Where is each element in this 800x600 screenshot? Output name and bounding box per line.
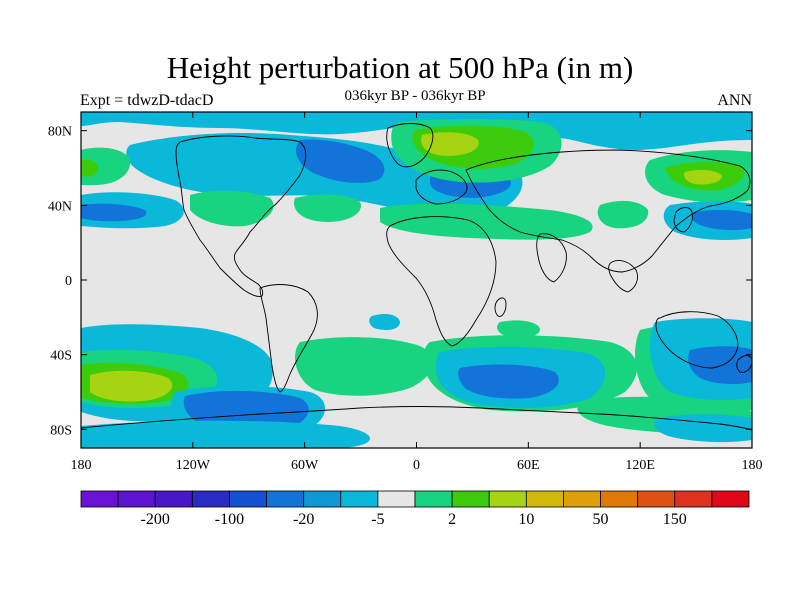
colorbar-swatch xyxy=(266,490,305,508)
colorbar-label: -5 xyxy=(371,511,384,528)
contour-region xyxy=(497,320,540,338)
contour-region xyxy=(81,420,370,448)
lat-tick-label: 0 xyxy=(65,274,72,289)
australia-coastline xyxy=(655,311,739,369)
japan-coastline xyxy=(673,207,693,233)
colorbar-label: -200 xyxy=(141,511,170,528)
contour-region xyxy=(684,169,722,185)
contour-region xyxy=(597,200,649,229)
contour-region xyxy=(296,139,385,183)
colorbar-swatch xyxy=(711,490,750,508)
lat-tick-label: 40S xyxy=(50,349,72,364)
contour-region xyxy=(380,203,593,240)
colorbar-swatch xyxy=(154,490,193,508)
colorbar-swatch xyxy=(451,490,490,508)
madagascar-coastline xyxy=(494,297,507,317)
lon-tick-label: 180 xyxy=(742,458,763,473)
map-plot-area xyxy=(81,112,752,448)
experiment-label: Expt = tdwzD-tdacD xyxy=(80,92,214,109)
colorbar-swatch xyxy=(191,490,230,508)
colorbar-swatch xyxy=(414,490,453,508)
colorbar-swatch xyxy=(340,490,379,508)
antarctica-coastline xyxy=(81,406,752,431)
contour-region xyxy=(688,346,752,385)
lat-tick-label: 40N xyxy=(48,199,72,214)
contour-region xyxy=(691,209,752,231)
latitude-labels: 80N 40N 0 40S 80S xyxy=(48,125,72,439)
north-america-coastline xyxy=(175,135,307,297)
lon-tick-label: 0 xyxy=(413,458,420,473)
colorbar-swatch xyxy=(674,490,713,508)
colorbar-swatch xyxy=(303,490,342,508)
lon-tick-label: 120W xyxy=(176,458,211,473)
contour-region xyxy=(421,132,479,156)
colorbar-swatch xyxy=(488,490,527,508)
colorbar-label: -100 xyxy=(215,511,244,528)
axis-ticks xyxy=(80,112,753,448)
greenland-coastline xyxy=(386,123,434,168)
contour-region xyxy=(81,112,752,150)
colorbar-labels: -200 -100 -20 -5 2 10 50 150 xyxy=(141,511,687,528)
colorbar-label: 50 xyxy=(593,511,609,528)
contour-region xyxy=(81,147,131,185)
contour-region xyxy=(457,364,559,399)
longitude-labels: 180 120W 60W 0 60E 120E 180 xyxy=(71,458,763,473)
contour-region xyxy=(653,414,752,443)
plot-subtitle: 036kyr BP - 036kyr BP xyxy=(344,88,486,104)
contour-region xyxy=(81,203,147,222)
colorbar-swatch xyxy=(600,490,639,508)
colorbar-swatch xyxy=(80,490,119,508)
colorbar-swatch xyxy=(637,490,676,508)
colorbar-swatch xyxy=(563,490,601,508)
colorbar-swatch xyxy=(525,490,564,508)
colorbar-swatch xyxy=(117,490,156,508)
contour-region xyxy=(90,370,173,402)
season-label: ANN xyxy=(717,92,752,109)
colorbar-label: -20 xyxy=(293,511,314,528)
colorbar-label: 2 xyxy=(448,511,456,528)
lon-tick-label: 60W xyxy=(291,458,319,473)
colorbar-swatch xyxy=(377,490,416,508)
lat-tick-label: 80N xyxy=(48,125,72,140)
contour-region xyxy=(369,314,400,330)
europe-coastline xyxy=(415,169,468,205)
lon-tick-label: 180 xyxy=(71,458,92,473)
colorbar-label: 150 xyxy=(663,511,687,528)
contour-region xyxy=(81,159,99,177)
contour-region xyxy=(190,190,274,227)
contour-region xyxy=(295,337,433,396)
lat-tick-label: 80S xyxy=(50,423,72,438)
asia-coastline xyxy=(465,149,751,273)
africa-coastline xyxy=(386,216,497,347)
plot-title: Height perturbation at 500 hPa (in m) xyxy=(166,50,634,85)
colorbar-swatch xyxy=(229,490,267,508)
southeast-asia-coastline xyxy=(608,259,639,293)
indian-subcontinent-coastline xyxy=(536,233,567,283)
lon-tick-label: 60E xyxy=(517,458,540,473)
colorbar-label: 10 xyxy=(518,511,534,528)
colorbar xyxy=(80,490,750,508)
contour-region xyxy=(294,194,361,222)
coastlines xyxy=(81,123,752,431)
contour-fills xyxy=(81,112,752,448)
new-zealand-coastline xyxy=(736,355,752,373)
lon-tick-label: 120E xyxy=(625,458,655,473)
south-america-coastline xyxy=(259,284,318,393)
